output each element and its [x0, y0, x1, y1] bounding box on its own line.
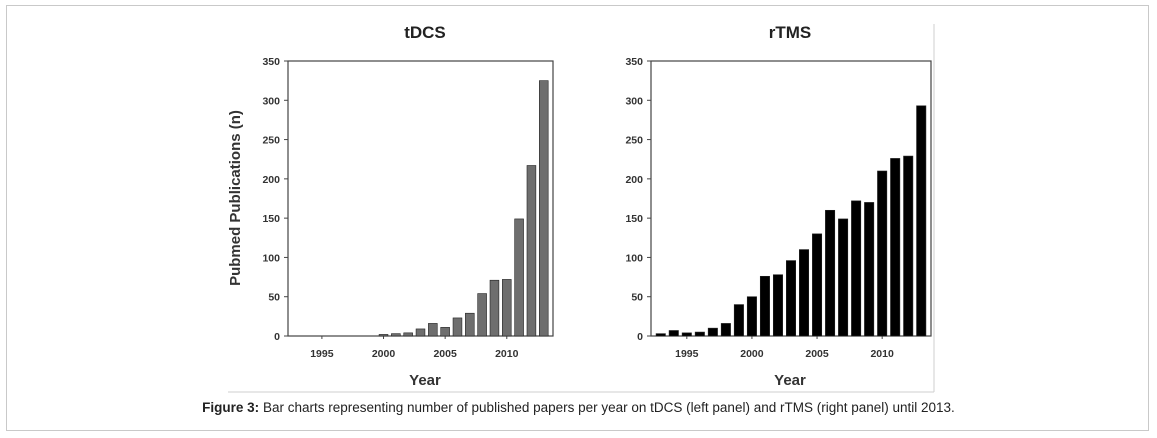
tdcs-bar-2013	[539, 80, 549, 337]
rtms-bar-2004	[799, 249, 810, 337]
caption-text: Bar charts representing number of publis…	[259, 400, 955, 415]
rtms-bar-2009	[864, 202, 875, 337]
tdcs-y-tick-label: 100	[262, 252, 280, 264]
rtms-bar-2011	[890, 158, 901, 337]
tdcs-bar-2007	[465, 312, 475, 337]
rtms-bar-1998	[720, 323, 731, 337]
rtms-bar-1997	[707, 327, 718, 337]
rtms-bar-1996	[694, 331, 705, 337]
rtms-bar-1995	[681, 332, 692, 337]
tdcs-bar-2006	[452, 317, 463, 337]
tdcs-bar-2004	[428, 323, 438, 337]
rtms-bar-2008	[851, 200, 862, 337]
rtms-x-tick-label: 2000	[740, 348, 764, 360]
tdcs-plot-frame	[287, 60, 554, 337]
rtms-x-tick-label: 2010	[870, 348, 894, 360]
rtms-bar-2003	[786, 260, 796, 337]
rtms-x-tick-label: 2005	[805, 348, 829, 360]
rtms-y-tick-label: 100	[625, 252, 643, 264]
rtms-bar-2012	[903, 155, 914, 337]
rtms-bar-2002	[772, 274, 783, 337]
rtms-y-tick-label: 350	[625, 56, 643, 68]
rtms-x-tick-label: 1995	[675, 348, 699, 360]
rtms-y-tick-label: 200	[625, 174, 643, 186]
tdcs-bar-2000	[378, 334, 389, 337]
tdcs-bar-2009	[489, 279, 500, 337]
rtms-bar-1994	[668, 330, 679, 337]
tdcs-y-tick-label: 250	[262, 135, 280, 147]
tdcs-x-tick-label: 2010	[495, 348, 519, 360]
tdcs-x-tick-label: 1995	[310, 348, 334, 360]
tdcs-x-tick-label: 2005	[433, 348, 457, 360]
rtms-bar-2007	[838, 218, 849, 337]
rtms-x-axis-label: Year	[774, 372, 806, 389]
tdcs-bar-2010	[502, 279, 512, 337]
tdcs-y-tick-label: 350	[262, 56, 280, 68]
figure-frame	[6, 5, 1149, 431]
tdcs-y-tick-label: 200	[262, 174, 280, 186]
tdcs-title: tDCS	[404, 23, 446, 42]
tdcs-panel: tDCS Year Pubmed Publications (n) 0 50 100…	[227, 23, 554, 389]
tdcs-y-axis-label: Pubmed Publications (n)	[227, 110, 244, 286]
tdcs-bar-2001	[391, 333, 401, 337]
tdcs-x-axis-label: Year	[409, 372, 441, 389]
rtms-y-tick-label: 150	[625, 213, 643, 225]
rtms-bar-2006	[825, 209, 836, 337]
rtms-bar-2013	[916, 105, 927, 337]
rtms-bar-1993	[655, 333, 666, 337]
rtms-y-tick-label: 0	[637, 331, 643, 343]
rtms-bar-2001	[759, 275, 770, 337]
tdcs-bar-2011	[514, 218, 524, 337]
tdcs-y-tick-label: 50	[268, 292, 280, 304]
rtms-title: rTMS	[769, 23, 812, 42]
figure-caption: Figure 3: Bar charts representing number…	[0, 400, 1157, 415]
rtms-bar-1999	[733, 304, 744, 337]
tdcs-bar-2008	[477, 293, 487, 337]
tdcs-bar-2002	[403, 332, 413, 337]
tdcs-y-tick-label: 150	[262, 213, 280, 225]
rtms-bar-2000	[746, 296, 757, 337]
tdcs-bar-2012	[526, 165, 537, 337]
tdcs-y-tick-label: 0	[274, 331, 280, 343]
tdcs-bar-2005	[440, 327, 450, 337]
tdcs-y-tick-label: 300	[262, 95, 280, 107]
rtms-bar-2010	[877, 170, 888, 337]
tdcs-x-tick-label: 2000	[372, 348, 396, 360]
rtms-panel: rTMS Year 0 50 100 150 200 250 300 350 1995 2000 2…	[625, 23, 932, 389]
caption-label: Figure 3:	[202, 400, 260, 415]
rtms-y-tick-label: 300	[625, 95, 643, 107]
tdcs-bar-2003	[415, 328, 426, 337]
rtms-y-tick-label: 50	[631, 292, 643, 304]
rtms-y-tick-label: 250	[625, 135, 643, 147]
rtms-bar-2005	[812, 233, 823, 337]
